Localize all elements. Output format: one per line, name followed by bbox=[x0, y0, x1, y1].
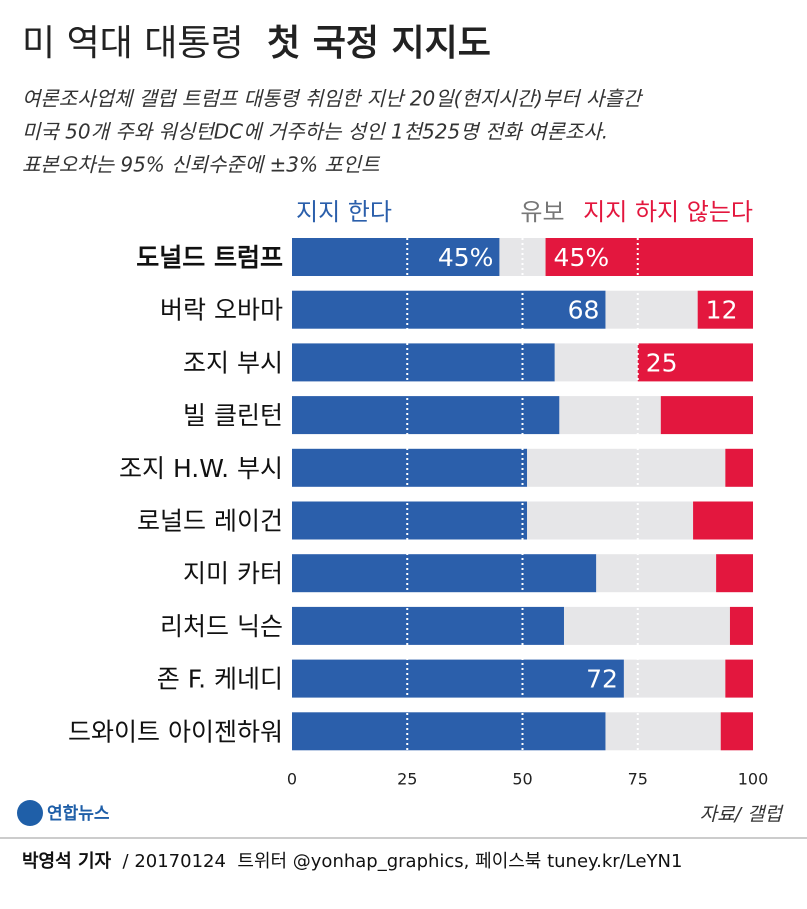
bar-segment bbox=[292, 448, 528, 487]
x-tick-label: 75 bbox=[628, 770, 648, 789]
category-label: 로널드 레이건 bbox=[137, 507, 283, 536]
footer-author: 박영석 기자 bbox=[22, 851, 112, 872]
bar-segment bbox=[693, 501, 753, 540]
bar-segment bbox=[292, 290, 606, 329]
bar-segment bbox=[527, 501, 694, 540]
bar-segment bbox=[596, 554, 717, 593]
bar-segment bbox=[292, 659, 624, 698]
bar-segment bbox=[292, 554, 597, 593]
bar-segment bbox=[563, 606, 730, 645]
title-light: 미 역대 대통령 bbox=[22, 23, 244, 64]
category-label: 리처드 닉슨 bbox=[160, 612, 283, 641]
legend-label: 유보 bbox=[520, 198, 564, 226]
bar-segment bbox=[554, 343, 638, 382]
value-label: 45% bbox=[554, 243, 610, 272]
bar-segment bbox=[637, 343, 753, 382]
bar-segment bbox=[725, 448, 753, 487]
bar-segment bbox=[720, 712, 753, 751]
bar-segment bbox=[660, 396, 753, 435]
subtitle: 표본오차는 95% 신뢰수준에 ±3% 포인트 bbox=[22, 153, 381, 177]
bar-segment bbox=[605, 712, 721, 751]
bar-segment bbox=[545, 238, 753, 276]
bar-segment bbox=[527, 448, 726, 487]
bar-segment bbox=[559, 396, 661, 435]
logo-text: 연합뉴스 bbox=[47, 803, 110, 824]
bar-segment bbox=[292, 396, 560, 435]
x-tick-label: 100 bbox=[738, 770, 769, 789]
value-label: 12 bbox=[706, 296, 738, 325]
category-label: 도널드 트럼프 bbox=[136, 243, 283, 272]
chart-title: 미 역대 대통령 첫 국정 지지도 bbox=[22, 23, 491, 64]
value-label: 25 bbox=[646, 348, 678, 377]
bar-segment bbox=[725, 659, 753, 698]
bar-segment bbox=[292, 343, 555, 382]
category-label: 버락 오바마 bbox=[160, 296, 283, 325]
subtitle: 여론조사업체 갤럽 트럼프 대통령 취임한 지난 20일(현지시간)부터 사흘간 bbox=[22, 87, 644, 111]
title-bold: 첫 국정 지지도 bbox=[267, 23, 491, 64]
category-label: 빌 클린턴 bbox=[183, 401, 283, 430]
logo: 연합뉴스 bbox=[17, 800, 110, 826]
subtitle: 미국 50개 주와 워싱턴DC에 거주하는 성인 1천525명 전화 여론조사. bbox=[22, 120, 608, 144]
bar-segment bbox=[605, 290, 698, 329]
logo-icon bbox=[17, 800, 43, 826]
x-tick-label: 50 bbox=[512, 770, 532, 789]
category-label: 드와이트 아이젠하워 bbox=[68, 717, 283, 746]
footer-info: / 20170124 트위터 @yonhap_graphics, 페이스북 tu… bbox=[117, 851, 683, 872]
bar-segment bbox=[292, 606, 564, 645]
source: 자료/ 갤럽 bbox=[700, 804, 785, 826]
category-label: 존 F. 케네디 bbox=[157, 665, 283, 694]
bar-segment bbox=[292, 501, 528, 540]
value-label: 72 bbox=[586, 665, 618, 694]
x-tick-label: 25 bbox=[397, 770, 417, 789]
value-label: 68 bbox=[568, 296, 600, 325]
category-label: 지미 카터 bbox=[183, 559, 283, 588]
x-tick-label: 0 bbox=[287, 770, 297, 789]
category-label: 조지 H.W. 부시 bbox=[119, 454, 283, 483]
bar-segment bbox=[623, 659, 726, 698]
value-label: 45% bbox=[438, 243, 494, 272]
category-label: 조지 부시 bbox=[183, 348, 283, 377]
footer: 박영석 기자 / 20170124 트위터 @yonhap_graphics, … bbox=[22, 851, 682, 872]
bar-segment bbox=[729, 606, 753, 645]
bar-segment bbox=[292, 238, 500, 276]
bar-segment bbox=[716, 554, 753, 593]
bar-segment bbox=[697, 290, 753, 329]
legend-label: 지지 한다 bbox=[296, 198, 392, 226]
bar-segment bbox=[292, 712, 606, 751]
legend-label: 지지 하지 않는다 bbox=[583, 198, 753, 226]
